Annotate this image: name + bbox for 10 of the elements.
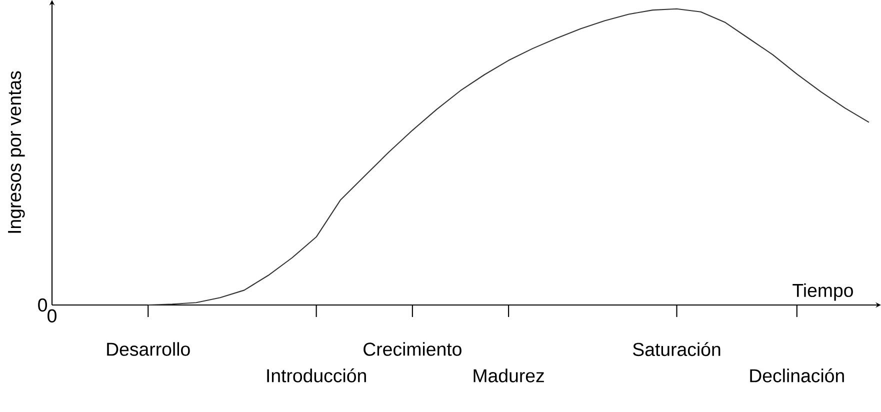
text: 0 [48,309,56,322]
x-tick-label: Saturación [632,342,720,356]
x-tick-label: Introducción [267,368,366,382]
x-tick-label: Desarrollo [107,342,190,356]
text: 0 [38,298,48,312]
x-tick-label: Madurez [474,368,544,382]
x-tick-label: Crecimiento [364,342,462,356]
y-axis-title: Ingresos por ventas [8,71,25,233]
x-axis-title: Tiempo [792,283,853,301]
x-tick-label: Declinación [750,368,844,382]
